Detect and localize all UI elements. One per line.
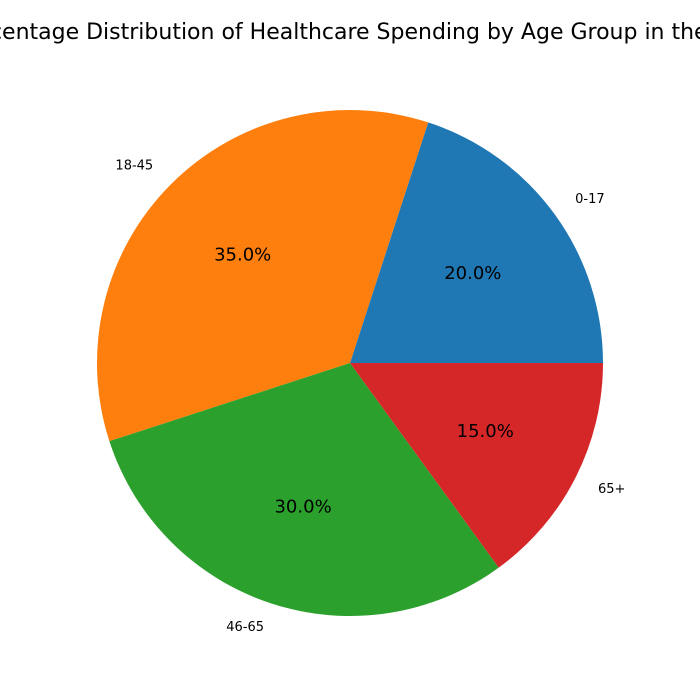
category-label-46-65: 46-65 <box>226 620 264 635</box>
percent-label-0-17: 20.0% <box>444 263 501 284</box>
pie-slices <box>96 109 603 616</box>
pie-slice-0-17 <box>350 122 603 364</box>
chart-title: Percentage Distribution of Healthcare Sp… <box>0 20 700 45</box>
percent-label-65+: 15.0% <box>457 421 514 442</box>
pie-slice-18-45 <box>96 109 429 442</box>
category-label-65+: 65+ <box>598 482 625 497</box>
category-labels: 0-17 18-45 46-65 65+ <box>115 159 625 635</box>
category-label-0-17: 0-17 <box>575 192 605 207</box>
percent-labels: 20.0% 35.0% 30.0% 15.0% <box>214 245 514 518</box>
category-label-18-45: 18-45 <box>115 159 153 174</box>
pie-slice-46-65 <box>109 363 499 616</box>
percent-label-18-45: 35.0% <box>214 245 271 266</box>
percent-label-46-65: 30.0% <box>274 496 331 517</box>
pie-slice-65+ <box>350 363 603 568</box>
